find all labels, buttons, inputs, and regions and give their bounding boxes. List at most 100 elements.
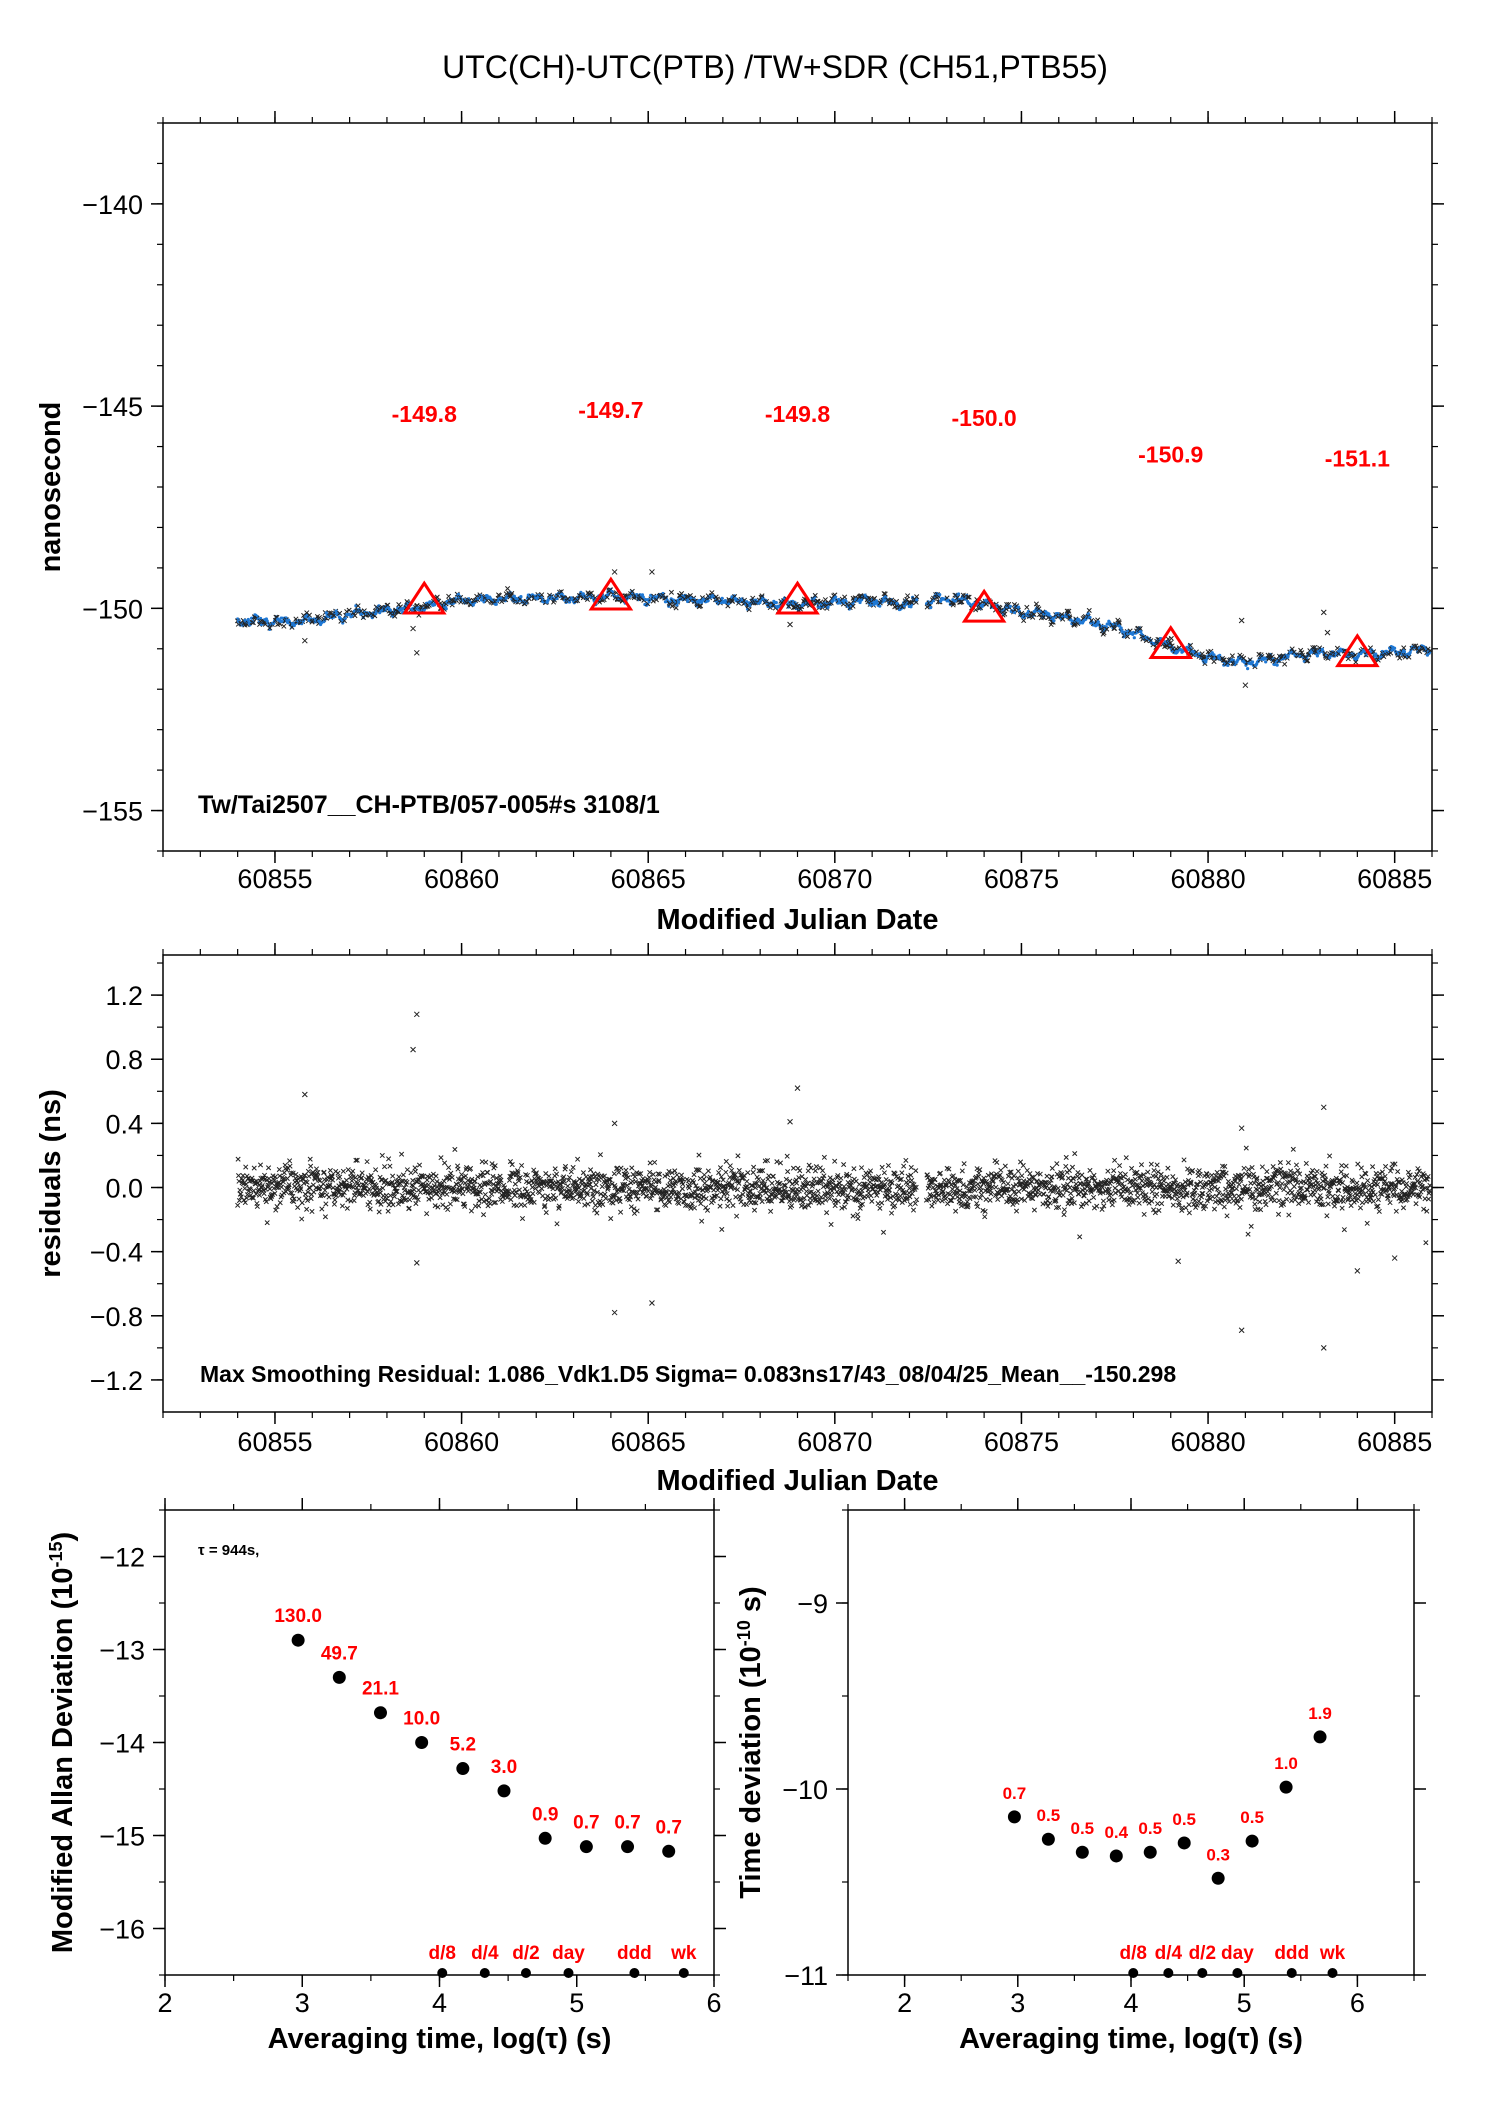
residual-point — [1237, 1204, 1243, 1210]
data-point — [842, 594, 848, 600]
residual-point — [1122, 1171, 1128, 1178]
residual-point — [499, 1198, 505, 1205]
residual-point — [1223, 1186, 1229, 1192]
data-point — [539, 592, 545, 598]
outlier-point — [1320, 609, 1327, 616]
residual-point — [1238, 1196, 1244, 1202]
residual-point — [815, 1188, 821, 1194]
triangle-value-label: -151.1 — [1325, 446, 1390, 472]
residual-point — [1271, 1198, 1278, 1204]
data-point — [1275, 663, 1279, 667]
data-point — [1116, 620, 1122, 626]
residual-point — [993, 1184, 999, 1190]
y-tick-label: 0.0 — [105, 1174, 143, 1204]
residual-point — [1324, 1213, 1330, 1219]
residual-point — [1087, 1167, 1093, 1173]
y-tick-label: 0.8 — [105, 1045, 143, 1075]
residual-point — [703, 1196, 709, 1202]
data-point — [1024, 604, 1030, 610]
residual-point — [1338, 1169, 1344, 1175]
residual-point — [790, 1165, 797, 1171]
residual-point — [327, 1167, 333, 1174]
residual-point — [603, 1195, 609, 1201]
residual-point — [1063, 1163, 1069, 1169]
residual-point — [1149, 1189, 1155, 1195]
data-point — [1282, 661, 1288, 667]
residual-point — [1105, 1168, 1111, 1174]
residual-point — [1265, 1192, 1271, 1198]
data-point — [1086, 607, 1092, 613]
residual-point — [982, 1214, 988, 1220]
data-point — [355, 603, 361, 609]
x-tick-label: 60860 — [424, 864, 499, 894]
residual-point — [287, 1158, 293, 1164]
residual-point — [879, 1200, 885, 1206]
residual-point — [1285, 1160, 1291, 1166]
residual-point — [914, 1197, 920, 1203]
data-point — [1232, 658, 1236, 663]
outlier-point — [413, 649, 420, 656]
data-point — [850, 603, 856, 609]
data-point — [1112, 625, 1118, 631]
residual-point — [1260, 1178, 1266, 1184]
residual-point — [618, 1209, 624, 1215]
data-point — [1021, 618, 1027, 624]
residual-point — [1044, 1173, 1050, 1179]
residual-point — [705, 1168, 711, 1174]
triangle-value-label: -150.9 — [1138, 442, 1203, 468]
residual-point — [1129, 1165, 1135, 1171]
y-tick-label: −145 — [82, 392, 143, 422]
residual-point — [351, 1197, 357, 1204]
residual-point — [565, 1183, 571, 1189]
data-point — [250, 620, 256, 626]
residual-point — [877, 1205, 883, 1211]
residual-point — [1155, 1169, 1161, 1175]
x-tick-label: 60860 — [424, 1427, 499, 1457]
data-point — [494, 602, 498, 606]
data-point — [812, 592, 818, 598]
residual-point — [929, 1203, 935, 1209]
residual-point — [322, 1214, 328, 1220]
residual-point — [442, 1160, 448, 1166]
residual-point — [972, 1187, 978, 1193]
residual-point — [1257, 1199, 1263, 1205]
residual-point — [1330, 1193, 1336, 1199]
residual-point — [1170, 1202, 1176, 1208]
data-point — [1402, 650, 1407, 654]
residual-point — [784, 1153, 790, 1159]
triangle-value-label: -149.7 — [578, 397, 643, 423]
residual-point — [1154, 1191, 1160, 1197]
residual-point — [478, 1184, 484, 1190]
residual-point — [879, 1164, 885, 1170]
residual-points — [235, 1011, 1433, 1351]
data-point — [1226, 663, 1230, 667]
outlier-point — [410, 625, 416, 632]
data-point — [929, 606, 933, 610]
residual-point — [868, 1193, 874, 1199]
residual-point — [674, 1172, 680, 1178]
data-point — [535, 597, 539, 601]
residual-point — [438, 1155, 444, 1161]
residual-point — [304, 1206, 310, 1212]
residual-point — [1314, 1168, 1320, 1174]
data-point — [1066, 614, 1073, 620]
residual-point — [1263, 1202, 1269, 1208]
residual-point — [319, 1206, 325, 1212]
residual-point — [430, 1171, 436, 1177]
residual-point — [647, 1160, 653, 1166]
data-point — [686, 599, 690, 604]
residual-point — [424, 1211, 430, 1217]
residual-point — [1245, 1231, 1251, 1237]
data-point — [1393, 646, 1397, 650]
data-point — [1137, 625, 1143, 632]
residual-point — [959, 1168, 965, 1174]
residual-point — [852, 1187, 858, 1193]
panel-annotation: Tw/Tai2507__CH-PTB/057-005#s 3108/1 — [198, 791, 660, 819]
residual-point — [717, 1165, 724, 1171]
residual-point — [359, 1170, 365, 1176]
residual-point — [750, 1169, 756, 1176]
residual-point — [820, 1168, 826, 1174]
residual-point — [257, 1192, 263, 1198]
data-point — [1104, 626, 1110, 632]
residual-point — [1185, 1166, 1191, 1172]
